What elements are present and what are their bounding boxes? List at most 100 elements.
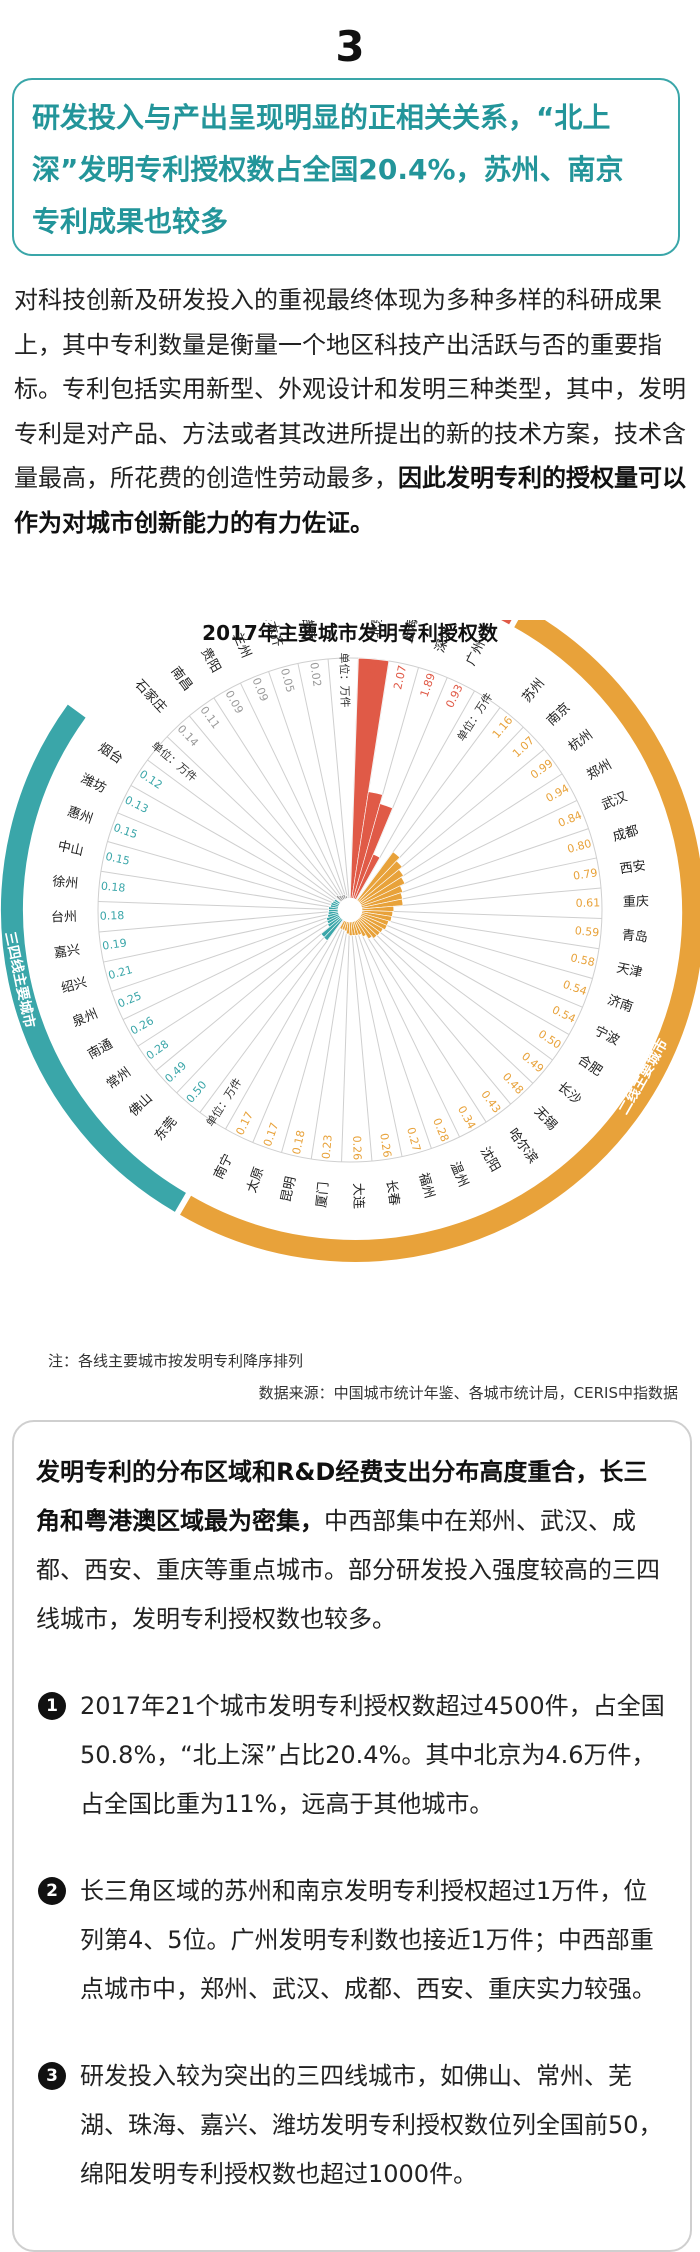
chart-bar <box>325 913 340 922</box>
chart-category-label: 武汉 <box>600 790 630 814</box>
chart-value-label: 0.99 <box>528 757 555 782</box>
chart-category-label: 太原 <box>244 1165 267 1195</box>
chart-category-label: 南京 <box>544 700 574 729</box>
chart-bar <box>356 918 373 940</box>
point-text: 2017年21个城市发明专利授权数超过4500件，占全国50.8%，“北上深”占… <box>80 1692 665 1818</box>
chart-spoke <box>98 910 339 933</box>
chart-category-label: 常州 <box>104 1065 134 1092</box>
chart-spoke <box>359 916 553 1061</box>
chart-category-label: 贵阳 <box>197 645 223 675</box>
chart-value-label: 0.84 <box>556 809 584 830</box>
conclusion-lead-rest: 中西部集中在郑州、武汉、成都、西安、重庆等重点城市。部分研发投入强度较高的三四线… <box>36 1507 660 1633</box>
chart-bar <box>339 920 346 930</box>
point-number-badge: 2 <box>38 1877 66 1905</box>
chart-spoke <box>252 920 346 1143</box>
conclusion-box: 发明专利的分布区域和R&D经费支出分布高度重合，长三角和粤港澳区域最为密集，中西… <box>12 1420 692 2252</box>
chart-category-label: 宁波 <box>592 1023 622 1049</box>
chart-bar <box>343 921 349 932</box>
chart-spoke <box>354 920 461 1138</box>
chart-group-arc <box>1 704 186 1212</box>
chart-value-label: 0.48 <box>500 1070 526 1097</box>
chart-spoke <box>358 917 534 1084</box>
chart-category-label: 南宁 <box>211 1151 237 1181</box>
chart-value-label: 0.12 <box>137 768 165 792</box>
chart-bar <box>346 896 350 899</box>
chart-spoke <box>356 919 487 1123</box>
chart-spoke <box>225 920 345 1130</box>
chart-bar <box>351 791 383 899</box>
headline-line: 专利成果也较多 <box>32 205 229 238</box>
chart-spoke <box>297 663 349 899</box>
chart-spoke <box>360 915 570 1035</box>
chart-outer-ring <box>97 657 603 1163</box>
chart-category-label: 成都 <box>611 823 640 844</box>
headline-line: 研发投入与产出呈现明显的正相关关系，“北上 <box>32 101 611 134</box>
intro-text: 对科技创新及研发投入的重视最终体现为多种多样的科研成果上，其中专利数量是衡量一个… <box>14 286 686 492</box>
intro-paragraph: 对科技创新及研发投入的重视最终体现为多种多样的科研成果上，其中专利数量是衡量一个… <box>14 278 686 545</box>
chart-category-label: 青岛 <box>621 927 648 945</box>
chart-category-label: 合肥 <box>575 1053 605 1080</box>
chart-value-label: 0.94 <box>544 782 572 805</box>
chart-spoke <box>327 658 350 899</box>
chart-category-label: 东莞 <box>152 1114 180 1144</box>
chart-category-label: 杭州 <box>566 728 596 755</box>
chart-spoke <box>281 921 348 1153</box>
chart-value-label: 0.54 <box>550 1003 578 1025</box>
chart-category-label: 沈阳 <box>477 1145 503 1175</box>
chart-spoke <box>199 919 344 1113</box>
chart-spoke <box>361 911 600 950</box>
chart-category-label: 苏州 <box>519 675 548 705</box>
chart-spoke <box>117 812 340 906</box>
chart-spoke <box>122 914 340 1021</box>
chart-bar <box>344 895 348 900</box>
chart-bar <box>354 853 381 900</box>
chart-spoke <box>360 914 583 1008</box>
chart-category-label: 石家庄 <box>131 676 169 715</box>
chart-bar <box>352 920 359 936</box>
chart-category-label: 泉州 <box>70 1006 100 1031</box>
chart-value-label: 0.15 <box>104 850 131 868</box>
chart-value-label: 0.14 <box>175 722 201 749</box>
chart-bar <box>354 919 367 938</box>
chart-value-label: 0.18 <box>290 1129 308 1156</box>
chart-value-label: 0.26 <box>350 1135 364 1160</box>
chart-value-label: 0.18 <box>100 909 125 923</box>
chart-bar <box>361 911 393 922</box>
chart-category-label: 嘉兴 <box>53 943 81 962</box>
headline-box: 研发投入与产出呈现明显的正相关关系，“北上 深”发明专利授权数占全国20.4%，… <box>12 78 680 256</box>
chart-bar <box>359 876 406 906</box>
chart-category-label: 天津 <box>615 961 644 981</box>
chart-source: 数据来源：中国城市统计年鉴、各城市统计局，CERIS中指数据 <box>258 1384 678 1402</box>
chart-spoke <box>357 918 512 1105</box>
chart-spoke <box>239 682 346 900</box>
chart-spoke <box>100 870 339 909</box>
intro-bold-text: 因此发明专利的授权量可以作为对城市创新能力的有力佐证。 <box>14 464 686 537</box>
chart-category-label: 潍坊 <box>78 771 108 796</box>
headline-line: 深”发明专利授权数占全国20.4%，苏州、南京 <box>32 153 624 186</box>
chart-value-label: 0.49 <box>162 1059 189 1085</box>
chart-value-label: 0.19 <box>101 936 127 952</box>
chart-value-label: 0.58 <box>569 951 596 969</box>
chart-spoke <box>310 921 349 1160</box>
chart-group-arc <box>180 608 700 1262</box>
chart-spoke <box>130 785 340 905</box>
chart-value-label: 0.28 <box>144 1038 171 1063</box>
chart-spoke <box>361 912 593 979</box>
chart-category-label: 温州 <box>447 1160 471 1190</box>
chart-note: 注：各线主要城市按发明专利降序排列 <box>48 1352 304 1370</box>
conclusion-point: 3 研发投入较为突出的三四线城市，如佛山、常州、芜湖、珠海、嘉兴、潍坊发明专利授… <box>36 2052 668 2199</box>
chart-group-label: 三四线主要城市 <box>1 930 38 1029</box>
chart-value-label: 0.21 <box>107 963 134 982</box>
chart-category-label: 哈尔滨 <box>505 1125 541 1166</box>
chart-category-label: 台州 <box>51 910 77 926</box>
chart-bar <box>360 892 403 908</box>
chart-bar <box>338 894 344 902</box>
chart-category-label: 长沙 <box>554 1080 584 1108</box>
chart-value-label: 0.61 <box>575 896 600 910</box>
chart-spoke <box>176 918 343 1094</box>
chart-category-label: 北京 <box>368 620 385 639</box>
chart-category-label: 昆明 <box>279 1175 299 1204</box>
chart-bar <box>323 918 344 941</box>
chart-spoke <box>213 697 344 901</box>
chart-category-label: 大连 <box>350 1183 367 1209</box>
